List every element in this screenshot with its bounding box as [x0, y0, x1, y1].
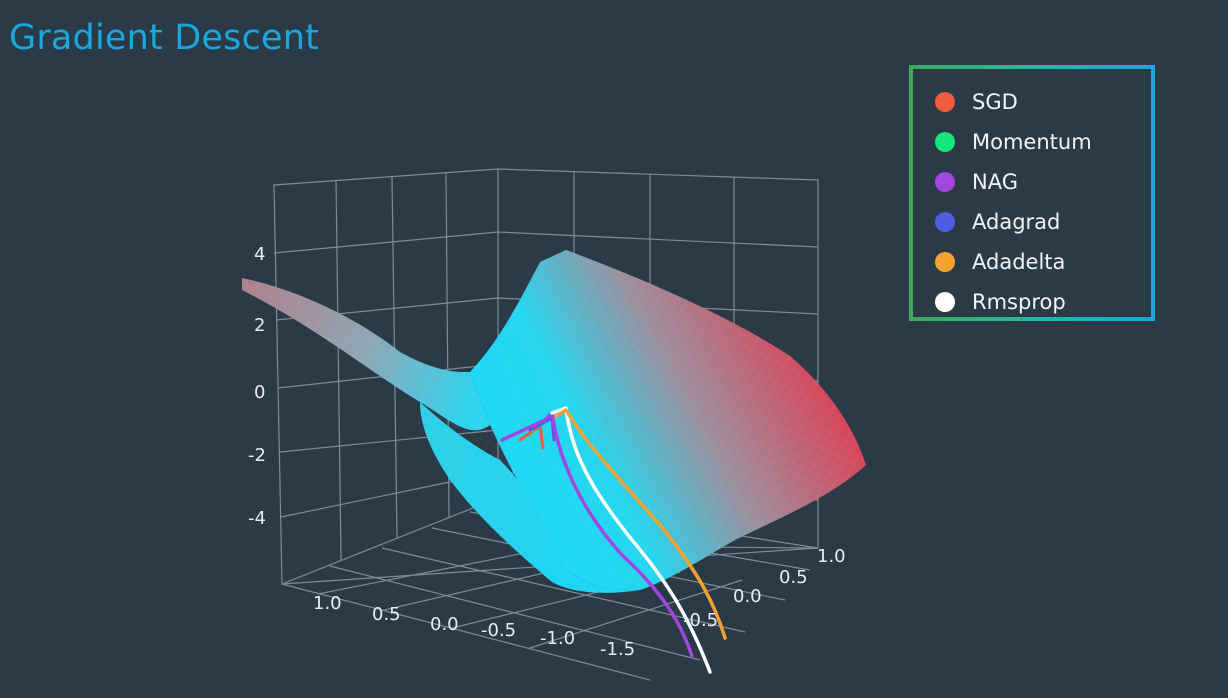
adagrad-marker-icon — [935, 212, 955, 232]
rmsprop-marker-icon — [935, 292, 955, 312]
legend-item-adagrad[interactable]: Adagrad — [935, 207, 1060, 237]
legend-label: Momentum — [972, 130, 1092, 154]
legend-label: Adagrad — [972, 210, 1061, 234]
z-tick-label: 4 — [254, 244, 265, 265]
x-tick-label: 0.0 — [430, 614, 459, 635]
z-tick-label: -2 — [248, 445, 266, 466]
adadelta-marker-icon — [935, 252, 955, 272]
x-tick-label: -1.5 — [600, 639, 635, 660]
x-tick-label: -1.0 — [540, 628, 575, 649]
optimizer-paths — [500, 406, 727, 674]
path-rmsprop — [550, 406, 712, 674]
x-tick-label: -0.5 — [481, 620, 516, 641]
z-tick-label: -4 — [248, 508, 266, 529]
legend-item-rmsprop[interactable]: Rmsprop — [935, 287, 1066, 317]
z-tick-label: 0 — [254, 382, 265, 403]
y-axis-ticks: 1.0 0.5 0.0 -0.5 — [683, 546, 846, 631]
y-tick-label: 0.5 — [779, 567, 808, 588]
x-tick-label: 1.0 — [313, 593, 342, 614]
path-nag — [500, 411, 694, 658]
legend-label: NAG — [972, 170, 1018, 194]
momentum-marker-icon — [935, 132, 955, 152]
chart-title: Gradient Descent — [9, 18, 320, 58]
legend-item-momentum[interactable]: Momentum — [935, 127, 1092, 157]
sgd-marker-icon — [935, 92, 955, 112]
legend-label: Adadelta — [972, 250, 1066, 274]
x-tick-label: 0.5 — [372, 604, 401, 625]
legend-item-sgd[interactable]: SGD — [935, 87, 1018, 117]
y-tick-label: 1.0 — [817, 546, 846, 567]
nag-marker-icon — [935, 172, 955, 192]
y-tick-label: -0.5 — [683, 610, 718, 631]
z-tick-label: 2 — [254, 315, 265, 336]
path-adadelta — [554, 408, 727, 640]
legend-label: SGD — [972, 90, 1018, 114]
z-axis-ticks: 4 2 0 -2 -4 — [248, 244, 266, 529]
y-tick-label: 0.0 — [733, 586, 762, 607]
legend-item-nag[interactable]: NAG — [935, 167, 1018, 197]
legend: SGD Momentum NAG Adagrad Adadelta Rmspro… — [909, 65, 1155, 321]
legend-label: Rmsprop — [972, 290, 1066, 314]
legend-item-adadelta[interactable]: Adadelta — [935, 247, 1065, 277]
x-axis-ticks: 1.0 0.5 0.0 -0.5 -1.0 -1.5 — [313, 593, 635, 660]
